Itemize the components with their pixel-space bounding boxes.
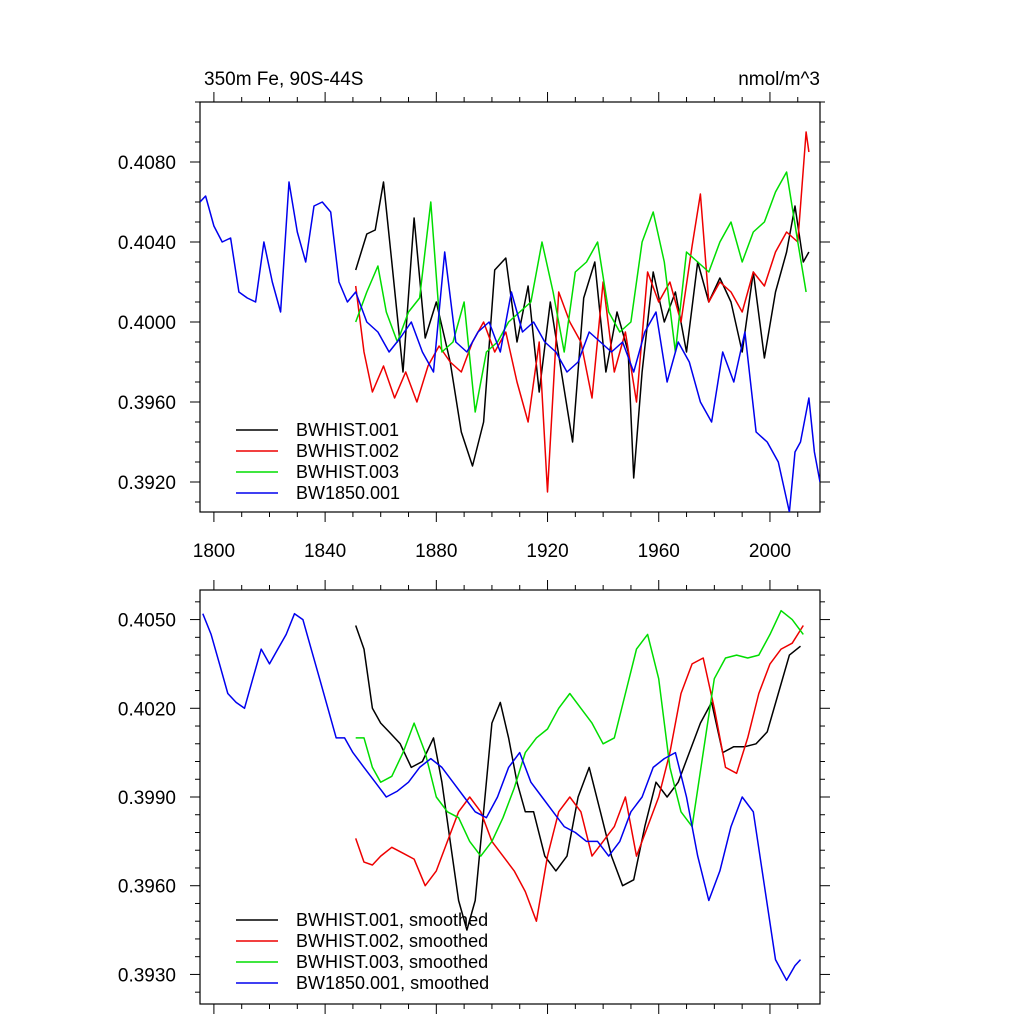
series-line-bwhist-002 bbox=[354, 131, 810, 493]
y-tick-label: 0.3960 bbox=[118, 393, 176, 414]
y-tick-label: 0.3960 bbox=[118, 877, 176, 898]
x-tick-label: 1800 bbox=[193, 541, 235, 562]
plot-frame bbox=[199, 101, 821, 513]
plot-frame bbox=[199, 589, 821, 1005]
series-line-bw1850-001 bbox=[200, 181, 820, 512]
units-label: nmol/m^3 bbox=[738, 69, 820, 90]
legend-label: BWHIST.003, smoothed bbox=[296, 952, 488, 972]
series-line-bwhist-001 bbox=[354, 181, 810, 479]
series-line-bwhist-001-smoothed bbox=[354, 625, 801, 931]
legend-label: BWHIST.003 bbox=[296, 462, 399, 482]
y-tick-label: 0.4080 bbox=[118, 153, 176, 174]
y-tick-label: 0.3990 bbox=[118, 788, 176, 809]
legend-label: BW1850.001 bbox=[296, 483, 400, 503]
y-tick-label: 0.4040 bbox=[118, 233, 176, 254]
legend-label: BWHIST.001, smoothed bbox=[296, 910, 488, 930]
legend-label: BWHIST.002 bbox=[296, 441, 399, 461]
series-group bbox=[202, 609, 804, 982]
series-group bbox=[200, 131, 820, 512]
panel-2: 0.3930 0.3960 0.3990 0.4020 0.4050 BWHIST.001… bbox=[118, 580, 830, 1014]
chart-title: 350m Fe, 90S-44S bbox=[204, 69, 363, 90]
legend-label: BWHIST.001 bbox=[296, 420, 399, 440]
legend-label: BW1850.001, smoothed bbox=[296, 973, 489, 993]
y-tick-label: 0.4000 bbox=[118, 313, 176, 334]
series-line-bwhist-003 bbox=[354, 171, 807, 413]
x-tick-label: 1840 bbox=[304, 541, 346, 562]
series-line-bw1850-001-smoothed bbox=[202, 612, 802, 982]
x-tick-label: 1920 bbox=[526, 541, 568, 562]
x-tick-label: 2000 bbox=[749, 541, 791, 562]
x-tick-label: 1960 bbox=[638, 541, 680, 562]
legend-label: BWHIST.002, smoothed bbox=[296, 931, 488, 951]
y-tick-label: 0.3920 bbox=[118, 473, 176, 494]
panel-1: 1800 1840 1880 1920 1960 2000 0.3920 0.3960 0.40… bbox=[118, 69, 830, 562]
y-tick-label: 0.4050 bbox=[118, 611, 176, 632]
y-tick-label: 0.3930 bbox=[118, 965, 176, 986]
series-line-bwhist-003-smoothed bbox=[355, 609, 804, 857]
x-tick-label: 1880 bbox=[415, 541, 457, 562]
y-tick-label: 0.4020 bbox=[118, 699, 176, 720]
series-line-bwhist-002-smoothed bbox=[354, 625, 804, 922]
